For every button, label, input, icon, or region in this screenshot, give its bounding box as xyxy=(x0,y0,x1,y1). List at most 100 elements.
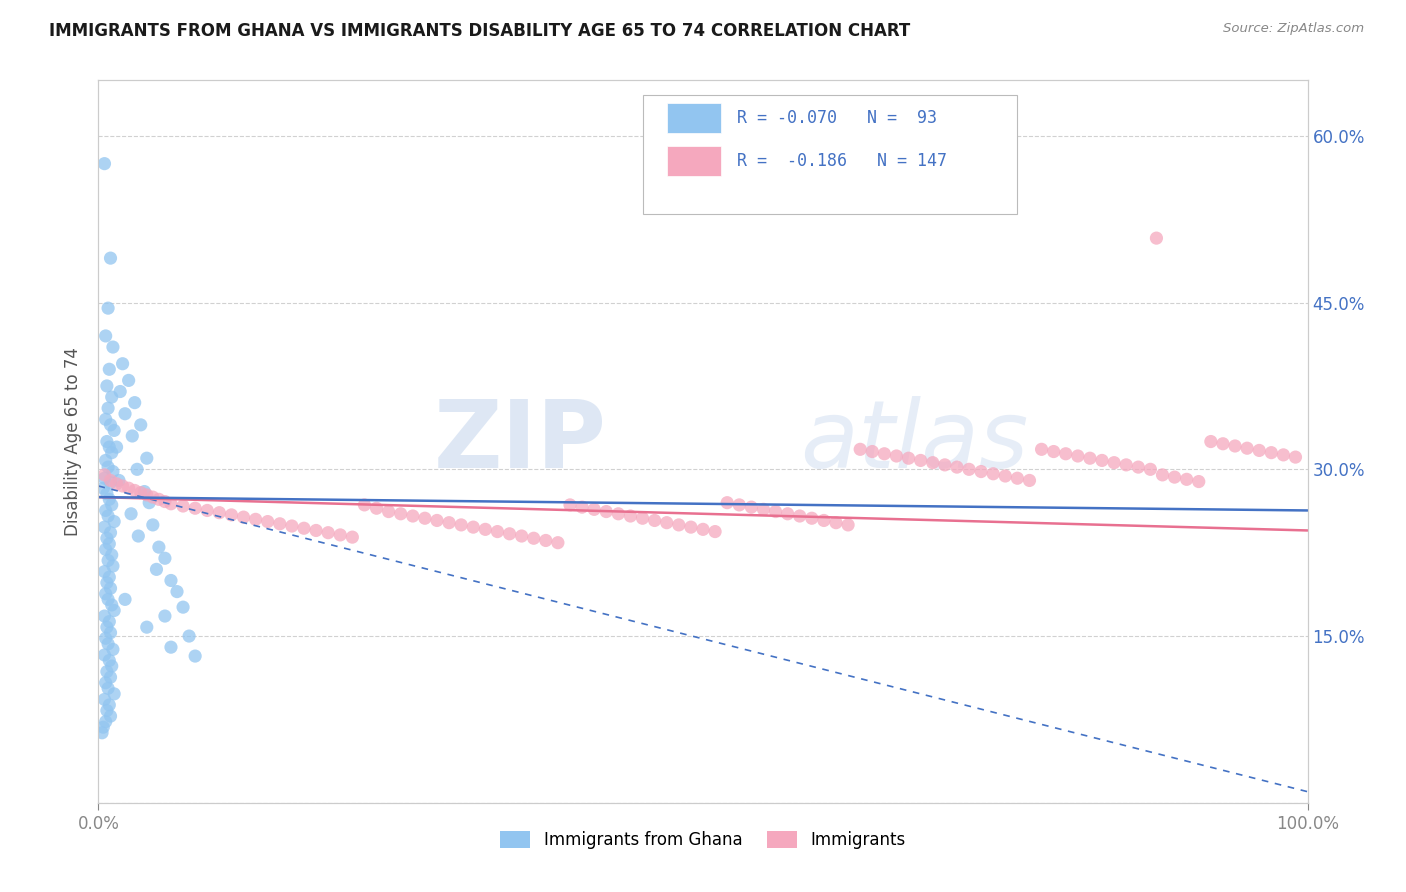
Point xyxy=(93,467,115,482)
Point xyxy=(98,362,121,376)
Y-axis label: Disability Age 65 to 74: Disability Age 65 to 74 xyxy=(65,347,83,536)
Point xyxy=(437,516,460,530)
Point xyxy=(1042,444,1064,458)
Point xyxy=(195,503,218,517)
Point xyxy=(837,517,859,532)
Point xyxy=(934,458,956,472)
Point xyxy=(97,553,120,567)
Point xyxy=(98,440,121,454)
Point xyxy=(886,449,908,463)
Point xyxy=(353,498,375,512)
Point xyxy=(94,587,117,601)
Point xyxy=(921,456,943,470)
Point xyxy=(135,488,157,502)
Point xyxy=(1078,451,1101,466)
Point xyxy=(100,390,122,404)
Point xyxy=(94,632,117,646)
Point xyxy=(100,548,122,562)
Point xyxy=(100,598,122,612)
Point xyxy=(849,442,872,457)
Point xyxy=(316,525,339,540)
Point xyxy=(94,542,117,557)
Point xyxy=(970,465,993,479)
Point xyxy=(413,511,436,525)
Point xyxy=(97,508,120,523)
Text: atlas: atlas xyxy=(800,396,1028,487)
Point xyxy=(1115,458,1137,472)
Point xyxy=(111,357,134,371)
Point xyxy=(172,600,194,615)
Point xyxy=(93,471,115,485)
Point xyxy=(644,513,666,527)
Point xyxy=(208,506,231,520)
Point xyxy=(100,474,122,488)
Point xyxy=(292,521,315,535)
Point xyxy=(704,524,727,539)
Point xyxy=(329,528,352,542)
Point xyxy=(1146,231,1168,245)
Point xyxy=(98,698,121,712)
Point xyxy=(129,417,152,432)
Point xyxy=(377,505,399,519)
Point xyxy=(474,522,496,536)
Point xyxy=(94,412,117,426)
Point xyxy=(98,492,121,507)
FancyBboxPatch shape xyxy=(643,95,1018,214)
Point xyxy=(100,581,122,595)
Point xyxy=(1054,447,1077,461)
Point xyxy=(120,507,142,521)
Point xyxy=(138,496,160,510)
Point xyxy=(655,516,678,530)
Point xyxy=(93,648,115,662)
Point xyxy=(148,492,170,507)
Point xyxy=(1091,453,1114,467)
Point xyxy=(111,479,134,493)
Point xyxy=(498,526,520,541)
Point xyxy=(184,649,207,664)
Point xyxy=(124,395,146,409)
Point xyxy=(96,531,118,545)
Point xyxy=(740,500,762,515)
Point xyxy=(558,498,581,512)
Point xyxy=(108,474,131,488)
Point xyxy=(100,709,122,723)
Point xyxy=(114,407,136,421)
Point xyxy=(172,499,194,513)
Point xyxy=(97,301,120,315)
Point xyxy=(994,469,1017,483)
Point xyxy=(98,570,121,584)
Point xyxy=(668,517,690,532)
Point xyxy=(728,498,751,512)
Point xyxy=(96,575,118,590)
Point xyxy=(93,609,115,624)
Point xyxy=(619,508,641,523)
Point xyxy=(100,445,122,459)
Point xyxy=(1236,441,1258,455)
Point xyxy=(1139,462,1161,476)
Point xyxy=(1018,474,1040,488)
Point xyxy=(100,525,122,540)
Point xyxy=(100,251,122,265)
Point xyxy=(873,447,896,461)
Point xyxy=(94,329,117,343)
Point xyxy=(97,637,120,651)
Point xyxy=(91,481,114,495)
Point xyxy=(179,629,201,643)
Point xyxy=(142,490,165,504)
Text: IMMIGRANTS FROM GHANA VS IMMIGRANTS DISABILITY AGE 65 TO 74 CORRELATION CHART: IMMIGRANTS FROM GHANA VS IMMIGRANTS DISA… xyxy=(49,22,911,40)
Point xyxy=(534,533,557,548)
Point xyxy=(910,453,932,467)
Point xyxy=(145,562,167,576)
Point xyxy=(105,476,128,491)
Point xyxy=(981,467,1004,481)
Point xyxy=(93,692,115,706)
Point xyxy=(1272,448,1295,462)
Text: R = -0.070   N =  93: R = -0.070 N = 93 xyxy=(737,109,936,127)
Point xyxy=(103,603,125,617)
Point xyxy=(957,462,980,476)
Point xyxy=(510,529,533,543)
Point xyxy=(96,487,118,501)
Point xyxy=(389,507,412,521)
Point xyxy=(305,524,328,538)
Point xyxy=(860,444,883,458)
